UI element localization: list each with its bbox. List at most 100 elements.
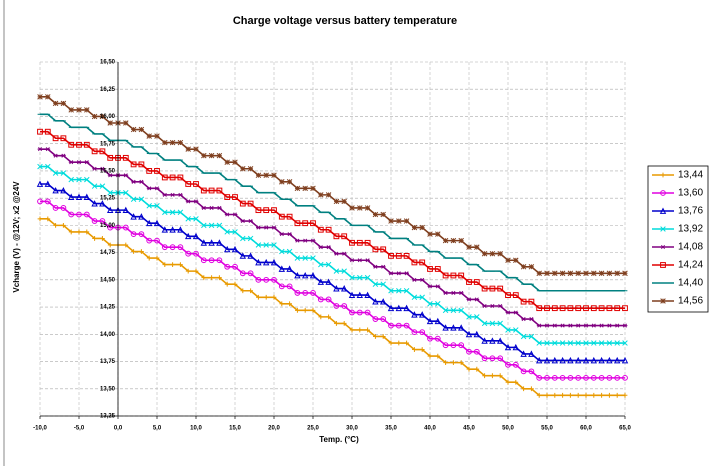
marker [559, 270, 566, 277]
marker [162, 139, 168, 146]
marker [513, 327, 519, 333]
marker [201, 205, 207, 210]
marker [247, 165, 254, 172]
marker [458, 237, 464, 244]
marker [91, 183, 98, 189]
marker [536, 392, 542, 398]
marker [388, 271, 394, 276]
marker [278, 265, 286, 272]
marker [279, 248, 285, 255]
marker [107, 154, 114, 161]
x-tick-label: 65,0 [619, 426, 631, 432]
marker [466, 366, 472, 372]
marker [528, 264, 535, 270]
marker [590, 374, 597, 381]
marker [606, 340, 613, 346]
marker [419, 277, 425, 282]
marker [333, 268, 340, 274]
marker [60, 100, 67, 107]
marker [544, 323, 550, 328]
marker [660, 226, 666, 232]
marker [325, 261, 332, 268]
marker [177, 174, 184, 181]
marker [200, 239, 208, 246]
marker [193, 268, 199, 274]
marker [310, 307, 316, 313]
marker [380, 246, 387, 253]
marker [528, 298, 535, 305]
marker [325, 296, 332, 303]
legend-label: 14,24 [678, 260, 703, 271]
marker [208, 187, 215, 194]
marker [466, 297, 472, 302]
marker [279, 179, 285, 185]
marker [622, 305, 628, 312]
marker [583, 340, 589, 346]
marker [286, 265, 293, 272]
marker [139, 179, 144, 184]
marker [481, 320, 488, 327]
marker [295, 238, 300, 243]
marker [231, 245, 239, 253]
marker [123, 120, 129, 126]
marker [575, 392, 581, 398]
x-tick-label: 50,0 [502, 426, 514, 432]
marker [372, 316, 379, 322]
y-tick-label: 13,50 [100, 386, 116, 392]
marker [208, 222, 215, 229]
marker [239, 200, 246, 207]
marker [427, 284, 433, 289]
marker [161, 244, 168, 251]
x-tick-label: 45,0 [463, 426, 475, 432]
marker [395, 322, 402, 329]
marker [193, 199, 199, 204]
marker [451, 360, 456, 366]
marker [201, 275, 207, 281]
marker [388, 322, 394, 329]
marker [458, 342, 465, 349]
marker [543, 356, 551, 364]
marker [91, 148, 98, 155]
marker [84, 107, 90, 113]
marker [123, 189, 129, 196]
marker [457, 324, 465, 331]
marker [544, 305, 550, 312]
marker [138, 231, 145, 237]
marker [107, 120, 113, 126]
marker [660, 172, 666, 178]
marker [341, 321, 347, 326]
marker [373, 264, 378, 269]
marker [177, 139, 184, 146]
marker [474, 297, 480, 302]
marker [248, 218, 253, 224]
marker [278, 283, 285, 290]
marker [614, 392, 620, 398]
marker [262, 258, 270, 266]
marker [590, 305, 597, 312]
marker [544, 374, 550, 381]
marker [209, 275, 214, 281]
marker [419, 329, 426, 336]
marker [185, 268, 191, 274]
marker [270, 258, 278, 266]
marker [559, 305, 566, 312]
marker [528, 368, 535, 375]
marker [567, 340, 574, 346]
marker [170, 262, 175, 267]
marker [317, 226, 324, 233]
marker [551, 356, 559, 364]
marker [286, 248, 293, 255]
marker [279, 232, 285, 237]
marker [146, 237, 153, 244]
marker [302, 255, 308, 261]
x-tick-label: -10,0 [33, 426, 47, 432]
marker [614, 374, 621, 381]
marker [607, 323, 612, 328]
legend-label: 13,60 [678, 188, 703, 199]
marker [583, 323, 589, 328]
marker [169, 174, 176, 181]
x-axis-title: Temp. (°C) [319, 435, 359, 444]
marker [365, 327, 370, 333]
marker [380, 264, 386, 269]
marker [326, 314, 331, 320]
